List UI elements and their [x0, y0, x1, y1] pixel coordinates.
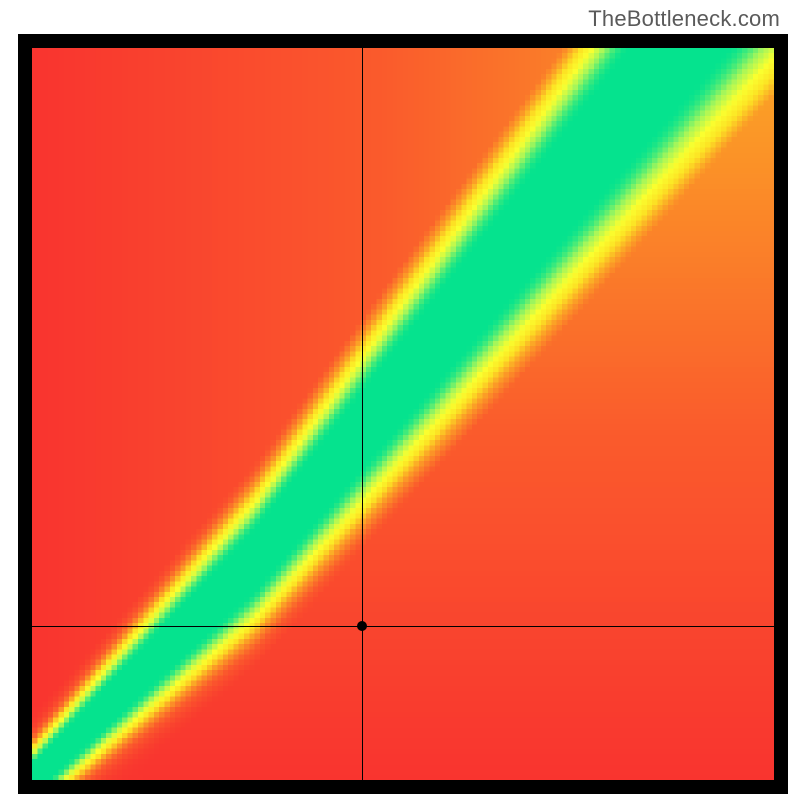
bottleneck-heatmap — [32, 48, 774, 780]
crosshair-vertical-line — [362, 48, 363, 780]
selected-point-marker — [357, 621, 367, 631]
canvas-root: TheBottleneck.com — [0, 0, 800, 800]
crosshair-horizontal-line — [32, 626, 774, 627]
watermark-text: TheBottleneck.com — [588, 6, 780, 32]
